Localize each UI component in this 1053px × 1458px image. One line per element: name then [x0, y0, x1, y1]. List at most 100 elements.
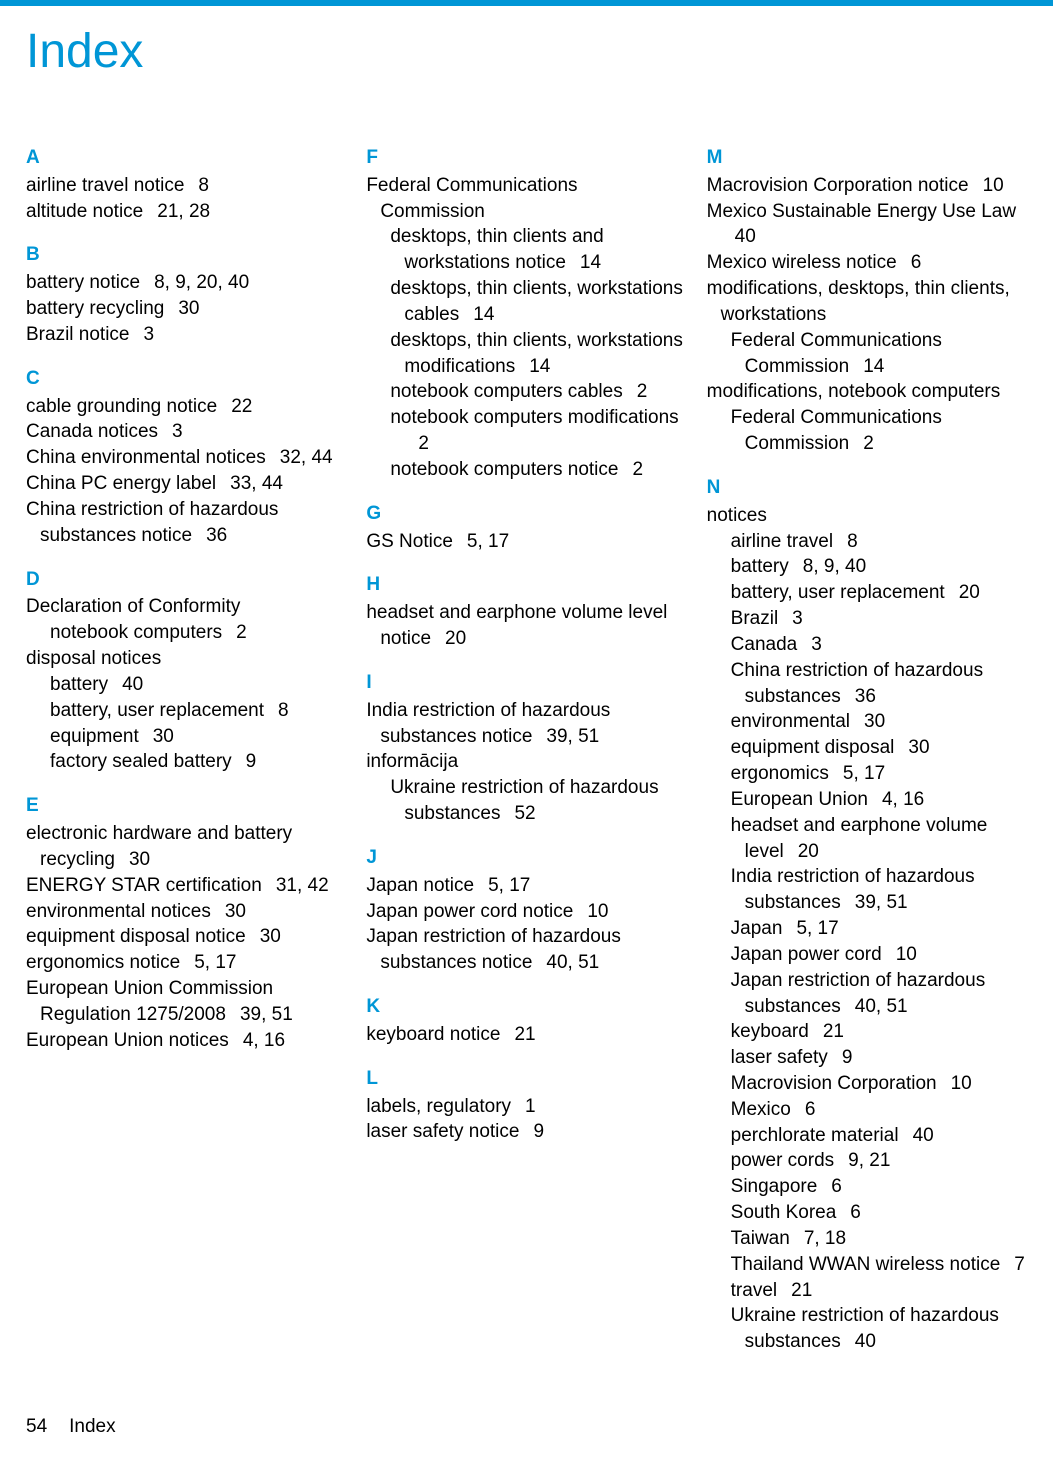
entry-pages[interactable]: 3 [792, 608, 803, 629]
entry-text: desktops, thin clients, workstations cab… [390, 278, 683, 325]
entry-pages[interactable]: 8, 9, 40 [803, 556, 866, 577]
index-entry: Ukraine restriction of hazardous substan… [366, 775, 686, 827]
entry-pages[interactable]: 20 [445, 628, 466, 649]
entry-pages[interactable]: 8, 9, 20, 40 [154, 272, 249, 293]
index-entry: modifications, notebook computers [707, 379, 1027, 405]
entry-pages[interactable]: 10 [983, 175, 1004, 196]
index-entry: Federal Communications Commission14 [707, 328, 1027, 380]
entry-pages[interactable]: 10 [951, 1073, 972, 1094]
entry-pages[interactable]: 40 [735, 226, 756, 247]
entry-text: ENERGY STAR certification [26, 875, 262, 896]
index-entry: China environmental notices 32, 44 [26, 445, 346, 471]
section-letter: N [707, 475, 1027, 501]
entry-pages[interactable]: 21 [823, 1021, 844, 1042]
index-entry: European Union Commission Regulation 127… [26, 976, 346, 1028]
index-entry: European Union notices4, 16 [26, 1028, 346, 1054]
page-footer: 54Index [26, 1416, 1027, 1438]
entry-pages[interactable]: 4, 16 [882, 789, 924, 810]
entry-pages[interactable]: 36 [206, 525, 227, 546]
entry-pages[interactable]: 3 [172, 421, 183, 442]
entry-pages[interactable]: 33, 44 [230, 473, 283, 494]
entry-pages[interactable]: 8 [198, 175, 209, 196]
entry-pages[interactable]: 20 [798, 841, 819, 862]
entry-pages[interactable]: 10 [587, 901, 608, 922]
entry-pages[interactable]: 21 [791, 1280, 812, 1301]
entry-pages[interactable]: 39, 51 [240, 1004, 293, 1025]
entry-text: ergonomics notice [26, 952, 180, 973]
entry-pages[interactable]: 5, 17 [843, 763, 885, 784]
entry-pages[interactable]: 9 [533, 1121, 544, 1142]
entry-pages[interactable]: 5, 17 [467, 531, 509, 552]
entry-pages[interactable]: 8 [847, 531, 858, 552]
entry-pages[interactable]: 10 [896, 944, 917, 965]
index-entry: battery recycling30 [26, 296, 346, 322]
entry-text: power cords [731, 1150, 835, 1171]
entry-pages[interactable]: 39, 51 [855, 892, 908, 913]
entry-pages[interactable]: 30 [908, 737, 929, 758]
entry-pages[interactable]: 6 [831, 1176, 842, 1197]
entry-pages[interactable]: 30 [129, 849, 150, 870]
section-letter: K [366, 994, 686, 1020]
entry-pages[interactable]: 9 [246, 751, 257, 772]
entry-pages[interactable]: 30 [864, 711, 885, 732]
entry-pages[interactable]: 40 [913, 1125, 934, 1146]
entry-pages[interactable]: 6 [911, 252, 922, 273]
entry-pages[interactable]: 30 [260, 926, 281, 947]
entry-text: desktops, thin clients and workstations … [390, 226, 603, 273]
entry-text: battery [50, 674, 108, 695]
entry-pages[interactable]: 30 [153, 726, 174, 747]
index-entry: ENERGY STAR certification 31, 42 [26, 873, 346, 899]
entry-pages[interactable]: 5, 17 [796, 918, 838, 939]
entry-text: battery, user replacement [731, 582, 945, 603]
index-entry: desktops, thin clients, workstations cab… [366, 276, 686, 328]
entry-pages[interactable]: 3 [811, 634, 822, 655]
entry-pages[interactable]: 3 [144, 324, 155, 345]
entry-pages[interactable]: 21, 28 [157, 201, 210, 222]
entry-pages[interactable]: 40 [855, 1331, 876, 1352]
entry-pages[interactable]: 22 [231, 396, 252, 417]
entry-pages[interactable]: 32, 44 [280, 447, 333, 468]
entry-pages[interactable]: 1 [525, 1096, 536, 1117]
entry-pages[interactable]: 40, 51 [855, 996, 908, 1017]
entry-pages[interactable]: 14 [473, 304, 494, 325]
entry-pages[interactable]: 30 [178, 298, 199, 319]
entry-text: Federal Communications Commission [731, 407, 942, 454]
entry-pages[interactable]: 52 [514, 803, 535, 824]
entry-text: China environmental notices [26, 447, 266, 468]
index-section-f: FFederal Communications Commissiondeskto… [366, 145, 686, 483]
entry-pages[interactable]: 14 [863, 356, 884, 377]
entry-text: notebook computers notice [390, 459, 618, 480]
entry-pages[interactable]: 40, 51 [546, 952, 599, 973]
index-entry: Canada3 [707, 632, 1027, 658]
entry-pages[interactable]: 5, 17 [194, 952, 236, 973]
entry-pages[interactable]: 4, 16 [243, 1030, 285, 1051]
entry-pages[interactable]: 7, 18 [804, 1228, 846, 1249]
entry-pages[interactable]: 30 [225, 901, 246, 922]
entry-pages[interactable]: 14 [529, 356, 550, 377]
entry-pages[interactable]: 9 [842, 1047, 853, 1068]
index-entry: perchlorate material40 [707, 1123, 1027, 1149]
entry-text: airline travel notice [26, 175, 184, 196]
entry-pages[interactable]: 2 [863, 433, 874, 454]
index-section-j: JJapan notice5, 17Japan power cord notic… [366, 845, 686, 976]
entry-pages[interactable]: 9, 21 [848, 1150, 890, 1171]
entry-pages[interactable]: 5, 17 [488, 875, 530, 896]
entry-pages[interactable]: 31, 42 [276, 875, 329, 896]
entry-pages[interactable]: 7 [1014, 1254, 1025, 1275]
entry-pages[interactable]: 2 [236, 622, 247, 643]
entry-pages[interactable]: 2 [632, 459, 643, 480]
index-entry: Mexico wireless notice6 [707, 250, 1027, 276]
entry-text: equipment [50, 726, 139, 747]
entry-pages[interactable]: 8 [278, 700, 289, 721]
entry-pages[interactable]: 20 [959, 582, 980, 603]
entry-pages[interactable]: 6 [850, 1202, 861, 1223]
entry-pages[interactable]: 39, 51 [546, 726, 599, 747]
entry-pages[interactable]: 2 [637, 381, 648, 402]
entry-pages[interactable]: 36 [855, 686, 876, 707]
entry-pages[interactable]: 2 [418, 433, 429, 454]
entry-pages[interactable]: 40 [122, 674, 143, 695]
entry-pages[interactable]: 21 [514, 1024, 535, 1045]
entry-pages[interactable]: 14 [580, 252, 601, 273]
entry-pages[interactable]: 6 [805, 1099, 816, 1120]
index-entry: GS Notice5, 17 [366, 529, 686, 555]
